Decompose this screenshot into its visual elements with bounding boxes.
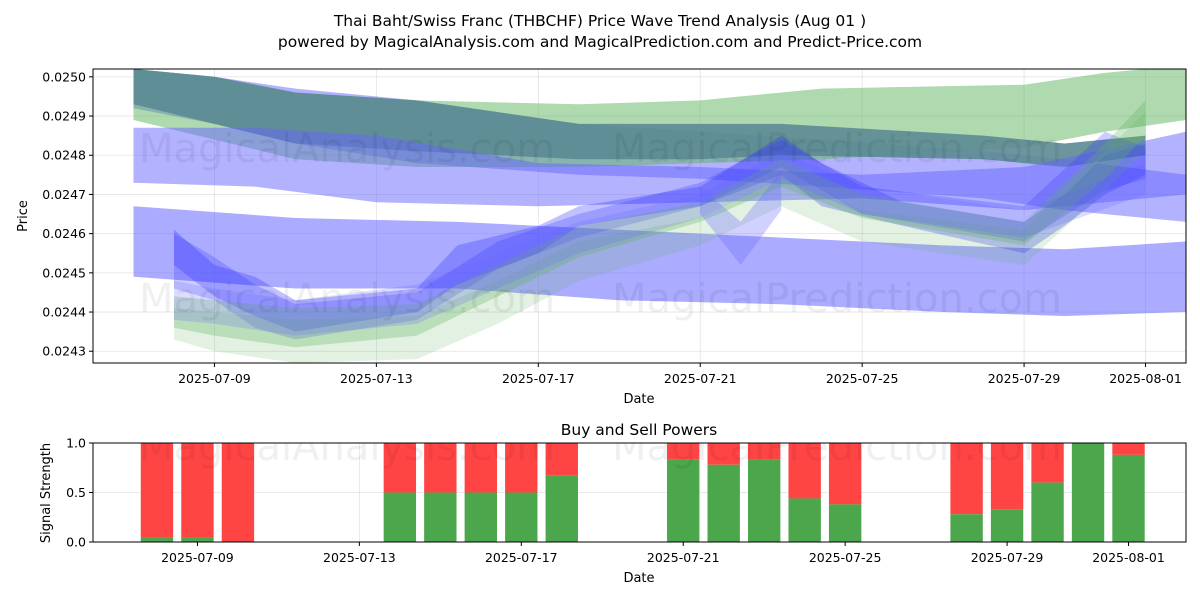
power-x-tick-label: 2025-08-01 [1092, 550, 1165, 565]
sell-power-bar [140, 443, 174, 538]
power-y-tick-label: 1.0 [66, 436, 86, 451]
power-x-tick-label: 2025-07-13 [323, 550, 396, 565]
price-x-tick-label: 2025-07-17 [502, 371, 575, 386]
price-x-tick-label: 2025-07-29 [988, 371, 1061, 386]
power-x-tick-label: 2025-07-09 [161, 550, 234, 565]
chart-title: Thai Baht/Swiss Franc (THBCHF) Price Wav… [333, 12, 866, 30]
price-y-tick-label: 0.0249 [42, 109, 86, 124]
price-x-tick-label: 2025-07-25 [826, 371, 899, 386]
price-x-axis-label: Date [623, 392, 654, 407]
price-y-ticks: 0.0243 0.0244 0.0245 0.0246 0.0247 0.0248 0.02… [42, 69, 93, 359]
watermark-text: MagicalAnalysis.com [139, 276, 555, 322]
price-plot: MagicalAnalysis.com MagicalPrediction.com… [16, 68, 1187, 407]
price-y-tick-label: 0.0247 [42, 187, 86, 202]
price-x-tick-label: 2025-07-13 [340, 371, 413, 386]
power-x-axis-label: Date [623, 571, 654, 586]
buy-power-bar [464, 492, 498, 542]
sell-power-bar [545, 443, 578, 476]
price-y-tick-label: 0.0246 [42, 226, 86, 241]
sell-power-bar [383, 443, 417, 493]
sell-power-bar [1031, 443, 1064, 483]
sell-power-bar [788, 443, 821, 499]
sell-power-bar [990, 443, 1024, 510]
price-x-tick-label: 2025-07-21 [664, 371, 737, 386]
price-x-tick-label: 2025-08-01 [1109, 371, 1182, 386]
power-y-tick-label: 0.5 [66, 485, 86, 500]
price-wave-band-3 [133, 206, 1186, 316]
price-plot-frame [92, 68, 1187, 364]
price-wave-band-9 [174, 151, 1146, 336]
buy-power-bar [1031, 482, 1064, 542]
price-wave-band-4 [133, 127, 1186, 211]
price-y-tick-label: 0.0245 [42, 265, 86, 280]
power-x-tick-label: 2025-07-29 [971, 550, 1044, 565]
sell-power-bar [181, 443, 214, 538]
power-chart-title: Buy and Sell Powers [561, 421, 718, 439]
power-watermarks: MagicalAnalysis.com MagicalPrediction.com [139, 424, 1062, 470]
buy-power-bar [1112, 454, 1145, 542]
price-wave-band-5 [174, 135, 1146, 332]
price-wave-bands [133, 69, 1186, 363]
price-wave-band-8 [174, 112, 1146, 363]
price-y-tick-label: 0.0243 [42, 344, 86, 359]
price-x-tick-label: 2025-07-09 [178, 371, 251, 386]
chart-subtitle: powered by MagicalAnalysis.com and Magic… [278, 33, 922, 51]
price-y-tick-label: 0.0244 [42, 305, 86, 320]
power-y-tick-label: 0.0 [66, 535, 86, 550]
price-wave-band-7 [174, 100, 1146, 348]
buy-power-bar [828, 504, 862, 542]
power-x-tick-label: 2025-07-17 [485, 550, 558, 565]
sell-power-bar [828, 443, 862, 505]
sell-power-bar [950, 443, 983, 515]
sell-power-bar [667, 443, 700, 460]
buy-power-bar [140, 537, 174, 542]
sell-power-bar [707, 443, 740, 465]
buy-power-bar [383, 492, 417, 542]
watermark-text: MagicalPrediction.com [612, 126, 1062, 172]
buy-power-bar [707, 464, 740, 542]
power-plot: MagicalAnalysis.com MagicalPrediction.com… [39, 424, 1187, 586]
sell-power-bar [424, 443, 457, 493]
buy-power-bar [950, 514, 983, 542]
watermark-text: MagicalAnalysis.com [139, 126, 555, 172]
buy-power-bar [788, 498, 821, 542]
power-bars [140, 443, 1145, 542]
price-y-axis-label: Price [16, 200, 31, 232]
price-x-ticks: 2025-07-09 2025-07-13 2025-07-17 2025-07-21… [178, 363, 1182, 386]
power-y-ticks: 0.0 0.5 1.0 [66, 436, 93, 550]
buy-power-bar [667, 459, 700, 542]
sell-power-bar [1112, 443, 1145, 455]
price-wave-band-6 [174, 131, 1146, 340]
power-x-ticks: 2025-07-09 2025-07-13 2025-07-17 2025-07-21… [161, 542, 1165, 565]
price-y-tick-label: 0.0248 [42, 148, 86, 163]
power-y-axis-label: Signal Strength [39, 443, 54, 543]
price-watermarks: MagicalAnalysis.com MagicalPrediction.com… [139, 126, 1062, 322]
buy-power-bar [990, 509, 1024, 542]
buy-power-bar [181, 537, 214, 542]
buy-power-bar [545, 475, 578, 542]
watermark-text: MagicalPrediction.com [612, 276, 1062, 322]
sell-power-bar [464, 443, 498, 493]
sell-power-bar [505, 443, 538, 493]
buy-power-bar [1071, 443, 1105, 542]
price-y-tick-label: 0.0250 [42, 69, 86, 84]
buy-power-bar [747, 459, 781, 542]
buy-power-bar [424, 492, 457, 542]
watermark-text: MagicalPrediction.com [612, 424, 1062, 470]
price-wave-band-10 [700, 170, 782, 265]
sell-power-bar [221, 443, 255, 542]
power-x-tick-label: 2025-07-25 [809, 550, 882, 565]
watermark-text: MagicalAnalysis.com [139, 424, 555, 470]
sell-power-bar [747, 443, 781, 460]
buy-power-bar [505, 492, 538, 542]
power-x-tick-label: 2025-07-21 [647, 550, 720, 565]
